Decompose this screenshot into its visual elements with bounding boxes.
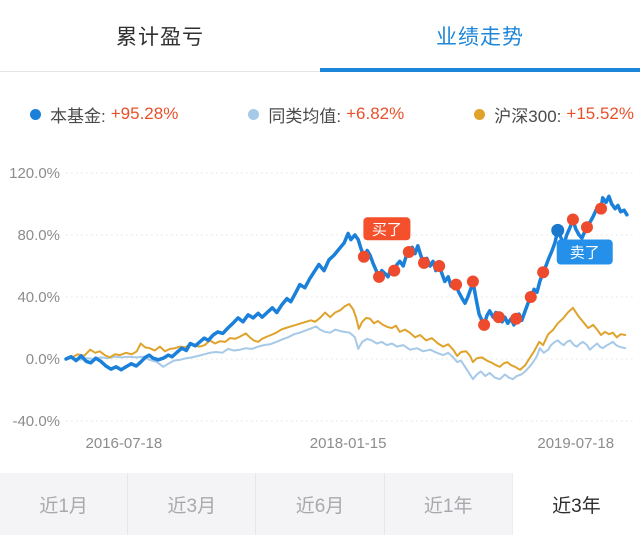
time-range-bar: 近1月 近3月 近6月 近1年 近3年 bbox=[0, 473, 640, 535]
series-line-本基金 bbox=[64, 194, 629, 372]
tab-cumulative-pnl-label: 累计盈亏 bbox=[116, 25, 204, 49]
legend-item-csi300: 沪深300: +15.52% bbox=[474, 102, 634, 127]
active-tab-underline bbox=[320, 68, 640, 72]
y-axis-tick-label: 0.0% bbox=[26, 351, 60, 368]
fund-dot-icon bbox=[30, 108, 41, 120]
range-button-3m-label: 近3月 bbox=[167, 495, 217, 517]
range-button-1y-label: 近1年 bbox=[423, 495, 473, 517]
buy-point-dot[interactable] bbox=[524, 291, 537, 303]
buy-point-dot[interactable] bbox=[466, 275, 479, 288]
peer-average-label: 同类均值: bbox=[268, 106, 342, 126]
range-button-3y[interactable]: 近3年 bbox=[511, 473, 640, 535]
x-axis-tick-label: 2018-01-15 bbox=[310, 435, 387, 452]
fund-value: +95.28% bbox=[110, 104, 179, 123]
buy-point-dot[interactable] bbox=[373, 270, 386, 283]
buy-point-dot[interactable] bbox=[580, 221, 593, 234]
buy-point-dot[interactable] bbox=[388, 264, 401, 277]
range-button-3y-label: 近3年 bbox=[552, 495, 601, 517]
buy-badge-label: 买了 bbox=[372, 221, 402, 238]
peer-average-value: +6.82% bbox=[346, 104, 405, 123]
range-button-1y[interactable]: 近1年 bbox=[383, 473, 512, 535]
tab-cumulative-pnl[interactable]: 累计盈亏 bbox=[0, 0, 320, 71]
buy-point-dot[interactable] bbox=[595, 202, 608, 215]
y-axis-tick-label: -40.0% bbox=[12, 413, 60, 430]
chart-area[interactable]: 120.0% 80.0% 40.0% 0.0% -40.0% 2016-07-18 2018… bbox=[0, 150, 640, 473]
csi300-dot-icon bbox=[474, 108, 486, 120]
range-button-6m-label: 近6月 bbox=[295, 495, 345, 517]
fund-label: 本基金: bbox=[50, 106, 106, 126]
series-line-同类均值 bbox=[65, 325, 627, 381]
range-button-6m[interactable]: 近6月 bbox=[255, 473, 384, 535]
buy-point-dot[interactable] bbox=[417, 256, 430, 269]
range-button-1m[interactable]: 近1月 bbox=[0, 473, 128, 535]
buy-point-dot[interactable] bbox=[566, 213, 579, 226]
series-line-沪深300 bbox=[65, 303, 627, 371]
y-axis-tick-label: 120.0% bbox=[9, 165, 60, 182]
legend-item-peer-average: 同类均值: +6.82% bbox=[248, 102, 404, 127]
buy-point-dot[interactable] bbox=[450, 278, 463, 291]
x-axis-tick-label: 2016-07-18 bbox=[86, 435, 163, 452]
y-axis-tick-label: 40.0% bbox=[17, 289, 60, 306]
buy-point-dot[interactable] bbox=[510, 312, 523, 325]
chart-legend: 本基金: +95.28% 同类均值: +6.82% 沪深300: +15.52% bbox=[0, 72, 640, 150]
buy-point-dot[interactable] bbox=[357, 250, 370, 263]
buy-point-dot[interactable] bbox=[537, 266, 550, 279]
buy-point-dot[interactable] bbox=[433, 260, 446, 272]
tab-bar: 累计盈亏 业绩走势 bbox=[0, 0, 640, 72]
tab-performance-trend[interactable]: 业绩走势 bbox=[320, 0, 640, 71]
buy-point-dot[interactable] bbox=[402, 246, 415, 259]
range-button-1m-label: 近1月 bbox=[39, 495, 88, 517]
buy-point-dot[interactable] bbox=[492, 311, 505, 324]
sell-badge-label: 卖了 bbox=[570, 245, 600, 262]
performance-chart[interactable]: 120.0% 80.0% 40.0% 0.0% -40.0% 2016-07-18 2018… bbox=[0, 150, 640, 473]
x-axis-tick-label: 2019-07-18 bbox=[537, 435, 614, 452]
range-button-3m[interactable]: 近3月 bbox=[127, 473, 256, 535]
buy-point-dot[interactable] bbox=[478, 318, 491, 331]
csi300-label: 沪深300: bbox=[494, 106, 562, 126]
buy-badge[interactable] bbox=[363, 217, 411, 241]
sell-badge[interactable] bbox=[556, 239, 613, 265]
tab-performance-trend-label: 业绩走势 bbox=[436, 25, 524, 49]
sell-point-dot[interactable] bbox=[551, 223, 565, 237]
legend-item-fund: 本基金: +95.28% bbox=[30, 102, 178, 127]
y-axis-tick-label: 80.0% bbox=[17, 227, 60, 244]
csi300-value: +15.52% bbox=[566, 104, 634, 123]
peer-average-dot-icon bbox=[248, 108, 260, 120]
